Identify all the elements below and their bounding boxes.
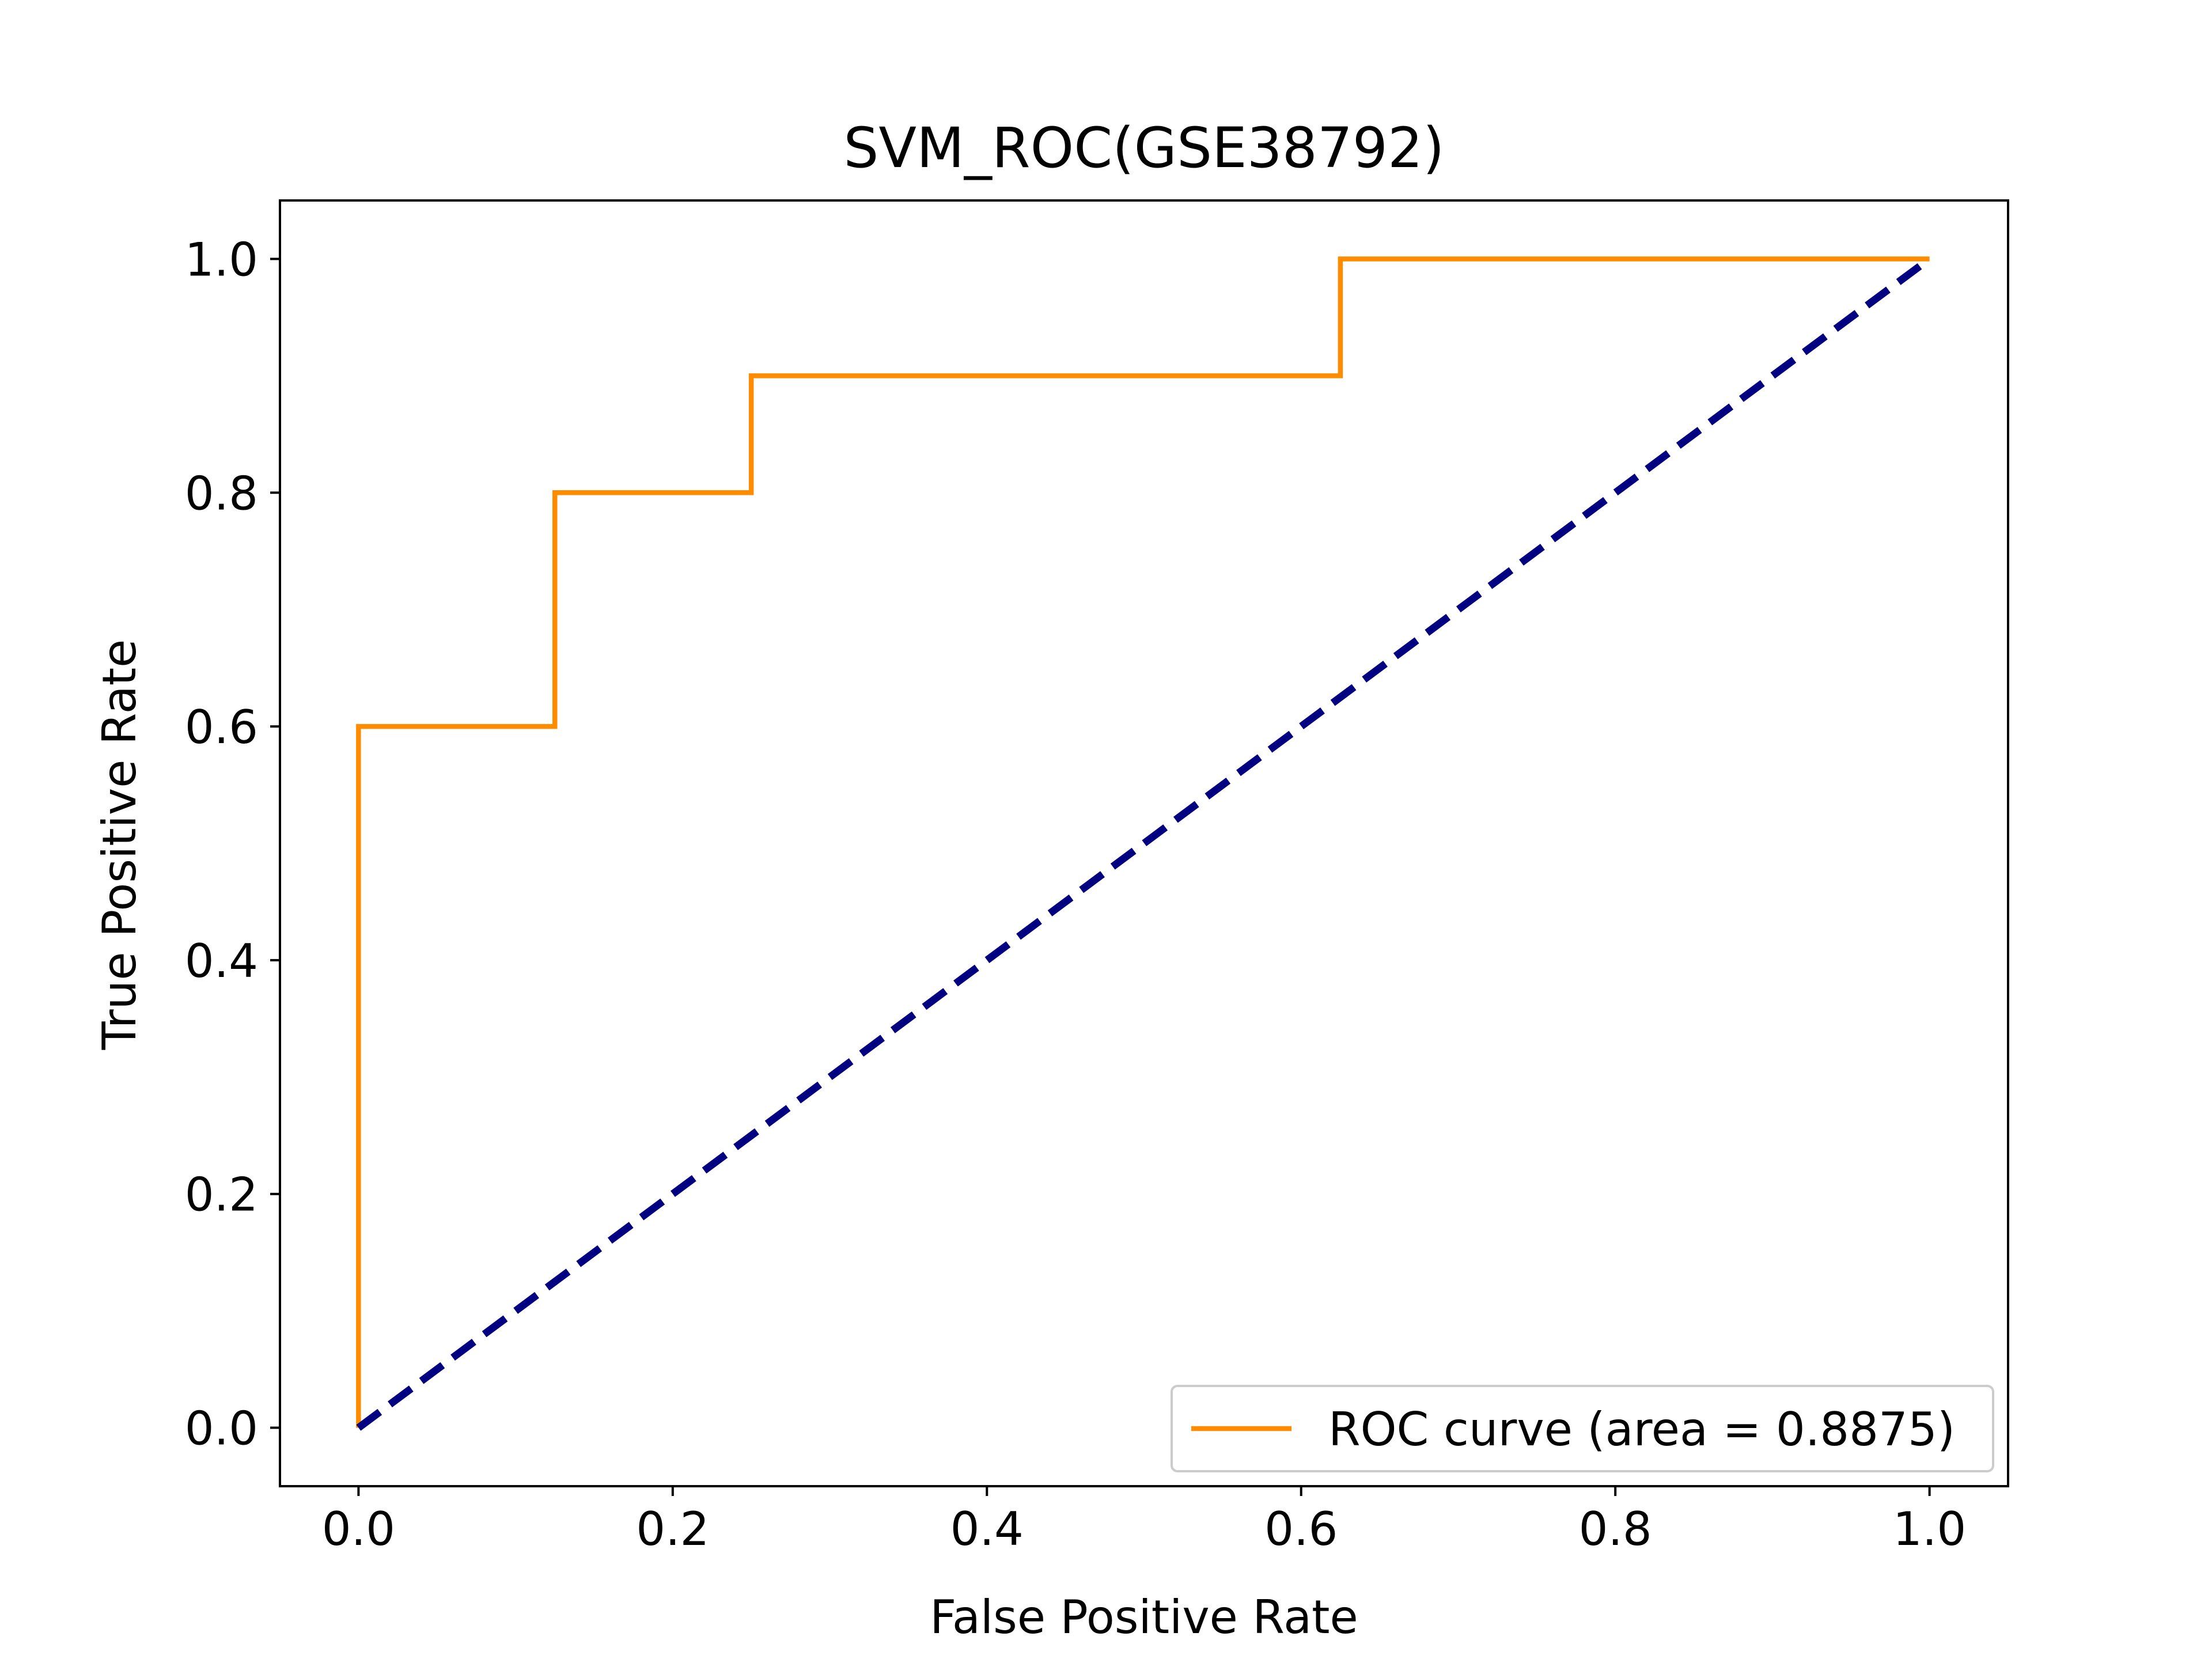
x-tick-label: 0.4 bbox=[950, 1502, 1024, 1556]
y-tick-label: 0.6 bbox=[185, 700, 258, 754]
y-tick-label: 1.0 bbox=[185, 233, 258, 286]
roc-curve-line bbox=[356, 256, 1930, 1428]
x-tick-label: 0.2 bbox=[636, 1502, 709, 1556]
y-tick-label: 0.0 bbox=[185, 1402, 258, 1456]
x-tick-label: 1.0 bbox=[1893, 1502, 1966, 1556]
plot-area bbox=[279, 199, 2009, 1487]
legend-box bbox=[1171, 1385, 1994, 1472]
x-axis-label: False Positive Rate bbox=[930, 1590, 1358, 1644]
x-tick-label: 0.6 bbox=[1264, 1502, 1338, 1556]
x-tick-label: 0.8 bbox=[1579, 1502, 1652, 1556]
axes-frame bbox=[279, 199, 2009, 1487]
x-tick-label: 0.0 bbox=[322, 1502, 395, 1556]
axis-ticks: 0.0 0.2 0.4 0.6 0.8 1.0 0.0 0.2 0.4 0.6 0.8 1.0 bbox=[185, 233, 1966, 1556]
y-tick-label: 0.4 bbox=[185, 934, 258, 988]
legend-label: ROC curve (area = 0.8875) bbox=[1328, 1403, 1955, 1456]
legend: ROC curve (area = 0.8875) bbox=[1171, 1385, 1994, 1472]
y-tick-label: 0.2 bbox=[185, 1168, 258, 1222]
y-tick-label: 0.8 bbox=[185, 467, 258, 520]
y-axis-label: True Positive Rate bbox=[93, 639, 146, 1051]
chart-title: SVM_ROC(GSE38792) bbox=[843, 116, 1444, 180]
chance-diagonal-line bbox=[356, 256, 1932, 1431]
